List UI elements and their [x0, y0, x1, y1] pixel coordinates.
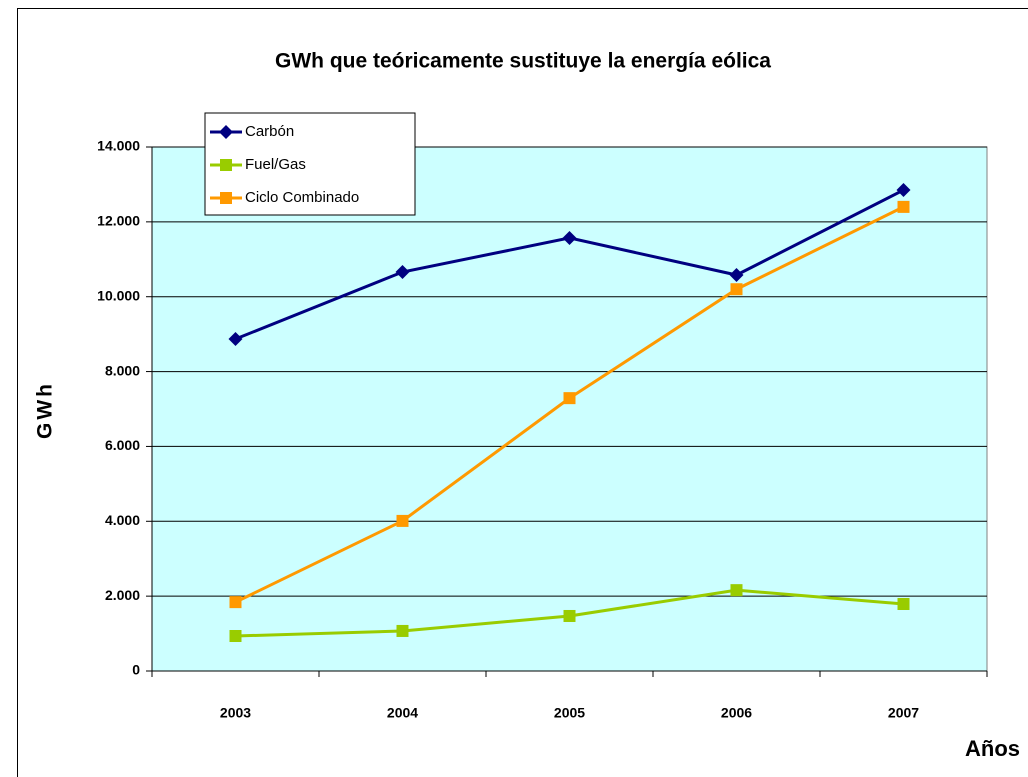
- legend-label: Fuel/Gas: [245, 156, 306, 173]
- x-tick-label: 2003: [220, 705, 251, 721]
- data-point: [229, 596, 242, 609]
- data-point: [396, 514, 409, 527]
- y-tick-label: 8.000: [105, 362, 140, 378]
- x-tick-label: 2005: [554, 705, 585, 721]
- data-point: [730, 584, 743, 597]
- plot-area: [151, 146, 988, 672]
- data-point: [228, 332, 243, 347]
- data-point: [563, 609, 576, 622]
- data-point: [563, 392, 576, 405]
- data-point: [229, 630, 242, 643]
- legend-marker: [220, 159, 232, 171]
- y-tick-label: 2.000: [105, 587, 140, 603]
- data-point: [896, 183, 911, 198]
- x-tick-label: 2004: [387, 705, 418, 721]
- legend-label: Carbón: [245, 123, 294, 140]
- data-point: [730, 283, 743, 296]
- data-point: [897, 200, 910, 213]
- y-tick-label: 6.000: [105, 437, 140, 453]
- y-tick-label: 14.000: [97, 138, 140, 154]
- legend-marker: [220, 192, 232, 204]
- chart-title: GWh que teóricamente sustituye la energí…: [275, 50, 771, 73]
- x-tick-label: 2007: [888, 705, 919, 721]
- y-tick-label: 0: [132, 662, 140, 678]
- legend-label: Ciclo Combinado: [245, 189, 359, 206]
- data-point: [396, 624, 409, 637]
- x-tick-label: 2006: [721, 705, 752, 721]
- y-tick-label: 12.000: [97, 213, 140, 229]
- data-point: [729, 268, 744, 283]
- legend-marker: [219, 125, 233, 139]
- y-axis-label: GWh: [34, 381, 57, 439]
- data-point: [395, 265, 410, 280]
- data-point: [897, 598, 910, 611]
- y-tick-label: 4.000: [105, 512, 140, 528]
- data-point: [562, 230, 577, 245]
- y-tick-label: 10.000: [97, 287, 140, 303]
- x-axis-label: Años: [965, 736, 1020, 761]
